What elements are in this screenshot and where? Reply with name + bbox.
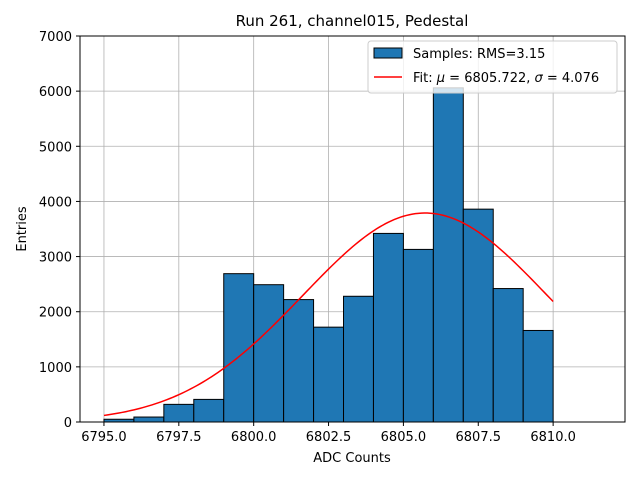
x-tick-label: 6802.5 bbox=[306, 430, 352, 445]
x-axis-ticks: 6795.0 6797.5 6800.0 6802.5 6805.0 6807.5 6810… bbox=[81, 422, 576, 445]
y-tick-label: 0 bbox=[64, 416, 72, 431]
legend-samples-label: Samples: RMS=3.15 bbox=[413, 47, 545, 62]
x-axis-label: ADC Counts bbox=[313, 451, 391, 466]
histogram-bar bbox=[133, 416, 165, 423]
y-axis-label: Entries bbox=[15, 206, 30, 252]
legend-samples-swatch bbox=[373, 47, 403, 59]
histogram-bar bbox=[462, 208, 494, 423]
x-tick-label: 6797.5 bbox=[156, 430, 202, 445]
y-tick-label: 4000 bbox=[39, 195, 72, 210]
legend-fit-label: Fit: μ = 6805.722, σ = 4.076 bbox=[413, 71, 599, 86]
legend: Samples: RMS=3.15 Fit: μ = 6805.722, σ =… bbox=[367, 40, 618, 94]
y-tick-label: 1000 bbox=[39, 361, 72, 376]
x-tick-label: 6807.5 bbox=[456, 430, 502, 445]
histogram-bar bbox=[522, 329, 554, 423]
histogram-bars bbox=[103, 87, 554, 423]
x-tick-label: 6810.0 bbox=[530, 430, 576, 445]
chart-title: Run 261, channel015, Pedestal bbox=[236, 12, 469, 30]
histogram-bar bbox=[432, 87, 464, 423]
y-axis-ticks: 0 1000 2000 3000 4000 5000 6000 7000 bbox=[39, 30, 80, 431]
histogram-bar bbox=[313, 326, 345, 423]
gaussian-fit-curve bbox=[103, 212, 554, 417]
histogram-bar bbox=[402, 248, 434, 423]
histogram-bar bbox=[372, 232, 404, 423]
y-tick-label: 5000 bbox=[39, 140, 72, 155]
histogram-bar bbox=[163, 403, 195, 423]
y-tick-label: 2000 bbox=[39, 306, 72, 321]
x-tick-label: 6805.0 bbox=[381, 430, 427, 445]
y-tick-label: 3000 bbox=[39, 251, 72, 266]
x-tick-label: 6795.0 bbox=[81, 430, 127, 445]
histogram-bar bbox=[343, 295, 374, 423]
legend-box bbox=[367, 40, 618, 94]
plot-frame bbox=[79, 35, 626, 423]
x-tick-label: 6800.0 bbox=[231, 430, 277, 445]
y-tick-label: 6000 bbox=[39, 85, 72, 100]
histogram-bar bbox=[193, 398, 225, 423]
y-tick-label: 7000 bbox=[39, 30, 72, 45]
histogram-bar bbox=[492, 288, 524, 423]
histogram-bar bbox=[253, 284, 285, 423]
histogram-bar bbox=[283, 299, 315, 423]
